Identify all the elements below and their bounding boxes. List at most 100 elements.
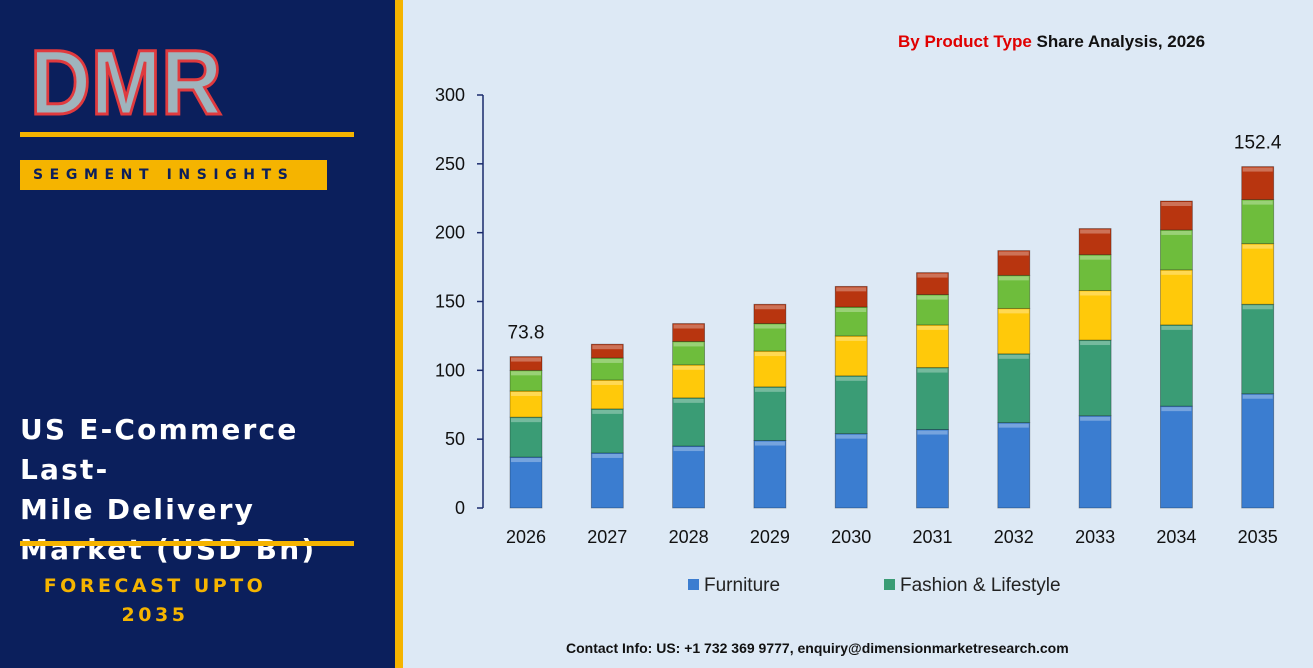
bar-segment <box>834 433 868 509</box>
bar-segment-highlight <box>592 453 623 458</box>
bar-segment-highlight <box>836 308 867 313</box>
forecast-label: FORECAST UPTO 2035 <box>20 572 290 630</box>
bar-segment <box>834 306 868 337</box>
bar-segment-highlight <box>1242 394 1273 399</box>
bar-segment <box>1241 303 1275 395</box>
dmr-logo: DMR <box>30 38 224 120</box>
data-label: 152.4 <box>1234 133 1282 154</box>
y-tick-label: 300 <box>435 85 465 105</box>
logo-text: DMR <box>30 38 222 120</box>
bar-segment-highlight <box>511 458 541 463</box>
x-tick-label: 2034 <box>1156 527 1196 547</box>
bar-segment <box>997 250 1031 276</box>
bar-segment <box>590 452 624 509</box>
bar-segment <box>997 307 1031 355</box>
bar-segment-highlight <box>511 391 541 396</box>
bar-segment-highlight <box>592 345 623 350</box>
bar-segment-highlight <box>998 251 1029 256</box>
bar-segment-highlight <box>1242 244 1273 249</box>
y-tick-label: 250 <box>435 154 465 174</box>
y-tick-label: 200 <box>435 223 465 243</box>
bar-segment <box>916 272 949 296</box>
bar-segment <box>997 353 1031 424</box>
bar-segment <box>753 440 787 509</box>
bar-segment <box>672 445 706 509</box>
report-title: US E-Commerce Last- Mile Delivery Market… <box>20 410 392 570</box>
bar-segment <box>1241 393 1275 509</box>
bar-segment <box>672 397 706 447</box>
bar-segment-highlight <box>511 418 541 423</box>
bar-segment <box>672 323 706 342</box>
bar-segment-highlight <box>673 398 704 403</box>
bar-segment-highlight <box>673 324 704 329</box>
bar-segment-highlight <box>754 305 785 310</box>
bar-segment-highlight <box>754 352 785 357</box>
bar-segment-highlight <box>917 368 948 373</box>
bar-segment-highlight <box>917 430 948 435</box>
bar-segment <box>916 367 949 430</box>
bar-segment-highlight <box>673 365 704 370</box>
bar-segment-highlight <box>1080 229 1111 234</box>
bar-segment <box>753 350 787 388</box>
bar-segment <box>1078 228 1112 256</box>
bar-segment <box>753 323 787 352</box>
bar-segment-highlight <box>511 357 541 362</box>
bar-segment <box>916 429 949 509</box>
x-tick-label: 2035 <box>1238 527 1278 547</box>
bar-segment-highlight <box>592 358 623 363</box>
bar-segment <box>997 422 1031 509</box>
bar-segment <box>1160 405 1193 509</box>
x-tick-label: 2029 <box>750 527 790 547</box>
bar-segment-highlight <box>673 447 704 452</box>
bar-segment <box>1078 415 1112 509</box>
bar-segment <box>590 408 624 454</box>
bar-segment-highlight <box>673 342 704 347</box>
forecast-line: FORECAST UPTO <box>43 575 267 597</box>
chart-title-highlight: By Product Type <box>898 32 1032 51</box>
legend-label: Furniture <box>704 575 781 596</box>
x-tick-label: 2032 <box>994 527 1034 547</box>
x-tick-label: 2030 <box>831 527 871 547</box>
contact-info: Contact Info: US: +1 732 369 9777, enqui… <box>566 640 1069 656</box>
bar-segment <box>753 303 787 324</box>
bar-segment-highlight <box>1080 341 1111 346</box>
bar-segment <box>1241 199 1275 245</box>
stacked-bar-chart: 0 50 100 150 200 250 300 2026 2027 2028 2029 2030 20… <box>435 85 1282 547</box>
bar-segment-highlight <box>1161 407 1192 412</box>
bar-segment-highlight <box>836 287 867 292</box>
bar-segment-highlight <box>1161 270 1192 275</box>
bar-segment <box>1078 339 1112 417</box>
bar-segment-highlight <box>1161 325 1192 330</box>
bar-segment <box>509 356 543 371</box>
bar-segment-highlight <box>836 336 867 341</box>
bar-segment-highlight <box>917 325 948 330</box>
bar-segment-highlight <box>592 409 623 414</box>
bar-segment-highlight <box>1080 291 1111 296</box>
x-tick-label: 2033 <box>1075 527 1115 547</box>
bar-segment-highlight <box>1161 230 1192 235</box>
bar-segment <box>916 294 949 326</box>
forecast-line: 2035 <box>121 604 189 626</box>
bar-segment-highlight <box>917 295 948 300</box>
bar-segment-highlight <box>1080 255 1111 260</box>
bar-segment-highlight <box>754 441 785 446</box>
bar-segment-highlight <box>998 354 1029 359</box>
chart-title-rest: Share Analysis, 2026 <box>1031 32 1206 51</box>
bar-segment-highlight <box>917 273 948 278</box>
top-rule <box>20 132 354 137</box>
bar-segment-highlight <box>998 423 1029 428</box>
report-title-line: Mile Delivery <box>20 493 256 526</box>
legend-swatch <box>688 579 699 590</box>
bar-segment-highlight <box>1242 167 1273 172</box>
bar-segment <box>1241 166 1275 201</box>
legend-label: Fashion & Lifestyle <box>900 575 1061 596</box>
bar-segment-highlight <box>1080 416 1111 421</box>
y-tick-label: 50 <box>445 429 465 449</box>
bar-segment <box>1160 229 1193 271</box>
bar-segment-highlight <box>1242 305 1273 310</box>
legend-swatch <box>884 579 895 590</box>
bar-segment-highlight <box>998 276 1029 281</box>
x-tick-label: 2031 <box>912 527 952 547</box>
x-tick-label: 2028 <box>669 527 709 547</box>
y-tick-label: 0 <box>455 498 465 518</box>
